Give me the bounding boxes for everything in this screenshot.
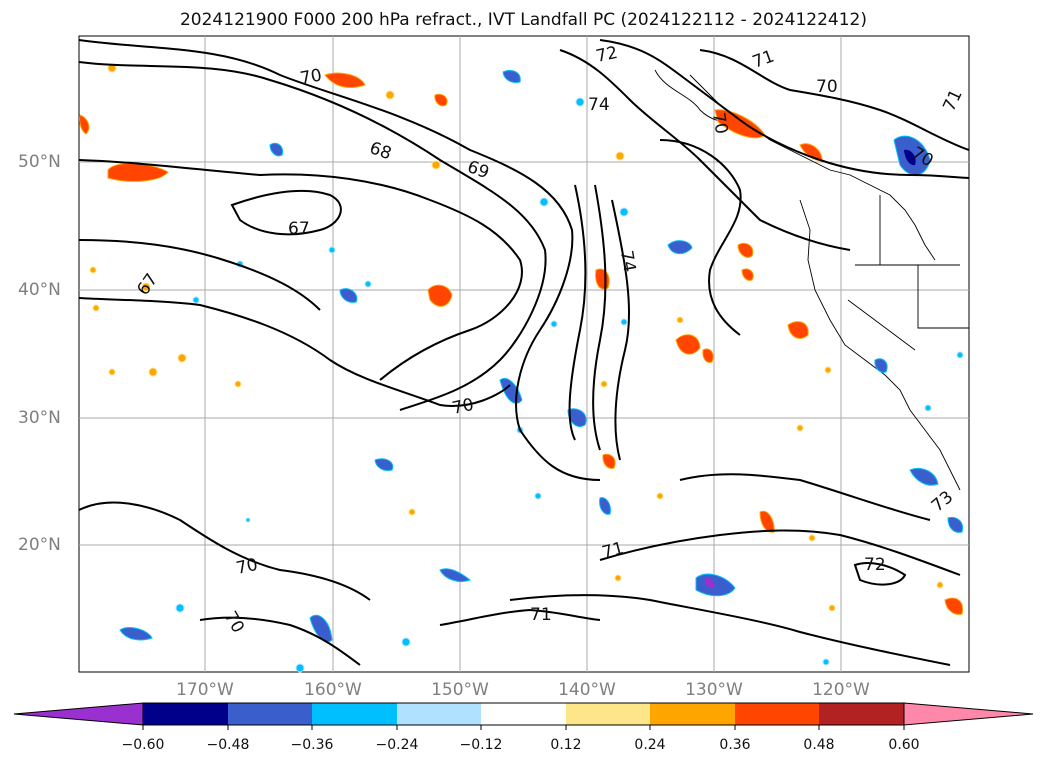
colorbar-tick-label: 0.48 (803, 737, 835, 753)
contour-label: 72 (864, 555, 886, 575)
map-title: 2024121900 F000 200 hPa refract., IVT La… (179, 10, 867, 30)
contour-label: 74 (616, 249, 639, 274)
colorbar-tick-label: −0.12 (459, 737, 503, 753)
colorbar-swatch (143, 703, 228, 725)
contour-label: 70 (234, 555, 259, 579)
colorbar-tick-label: −0.24 (375, 737, 419, 753)
colorbar-tick-label: 0.36 (719, 737, 751, 753)
colorbar-tick-label: 0.60 (888, 737, 920, 753)
colorbar-swatch (228, 703, 312, 725)
lon-label: 160°W (304, 680, 362, 700)
contour-label: 67 (288, 219, 310, 239)
contour-labels: 72 70 71 74 70 71 68 69 67 67 70 70 74 7… (133, 43, 966, 637)
contour-label: 70 (450, 395, 475, 419)
lon-label: 140°W (558, 680, 616, 700)
colorbar-extend-high (903, 702, 1034, 726)
positive-anomaly-fill (79, 63, 964, 615)
contour-label: 70 (708, 111, 731, 136)
lon-label: 120°W (812, 680, 870, 700)
colorbar-tick-label: −0.48 (206, 737, 250, 753)
contour-label: 70 (816, 77, 838, 97)
colorbar-swatch (819, 703, 904, 725)
contour-label: 74 (588, 95, 610, 115)
colorbar-swatch (397, 703, 481, 725)
lat-label: 20°N (18, 535, 61, 555)
colorbar-swatch (312, 703, 397, 725)
lat-label: 50°N (18, 152, 61, 172)
contour-label: 71 (530, 605, 552, 625)
colorbar-swatch (566, 703, 650, 725)
lat-label: 40°N (18, 280, 61, 300)
colorbar-tick-label: −0.60 (121, 737, 165, 753)
colorbar-tick-label: 0.12 (550, 737, 582, 753)
lon-label: 130°W (685, 680, 743, 700)
contour-label: 70 (299, 65, 324, 88)
colorbar-tick-label: −0.36 (290, 737, 334, 753)
lon-label: 150°W (431, 680, 489, 700)
colorbar (13, 702, 1034, 730)
lat-label: 30°N (18, 408, 61, 428)
lon-label: 170°W (176, 680, 234, 700)
contour-label: 72 (594, 43, 619, 67)
negative-anomaly-fill (119, 69, 964, 673)
graticule (79, 36, 969, 672)
colorbar-swatch (650, 703, 735, 725)
plot-frame (78, 35, 970, 673)
colorbar-extend-low (13, 702, 144, 726)
colorbar-tick-label: 0.24 (634, 737, 666, 753)
colorbar-swatch (481, 703, 566, 725)
colorbar-swatch (735, 703, 819, 725)
refractivity-contours (78, 39, 970, 666)
